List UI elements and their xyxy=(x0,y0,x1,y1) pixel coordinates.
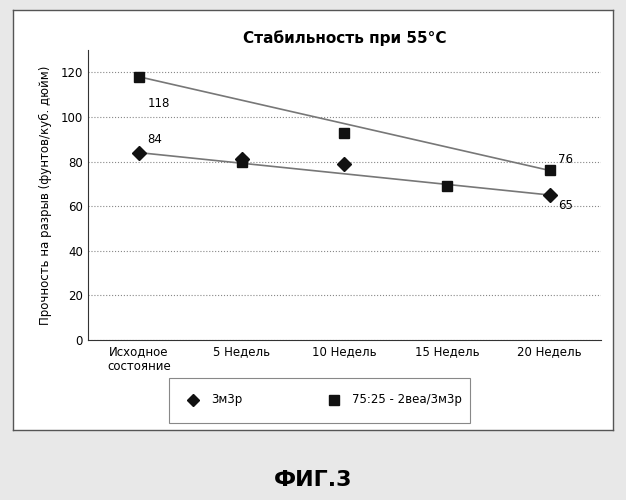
Text: 118: 118 xyxy=(147,97,170,110)
Text: 76: 76 xyxy=(558,153,573,166)
Y-axis label: Прочность на разрыв (фунтов/куб. дюйм): Прочность на разрыв (фунтов/куб. дюйм) xyxy=(39,66,52,324)
Text: 75:25 - 2веа/3м3р: 75:25 - 2веа/3м3р xyxy=(352,394,462,406)
Text: 84: 84 xyxy=(147,133,162,146)
Text: ФИГ.3: ФИГ.3 xyxy=(274,470,352,490)
Text: 65: 65 xyxy=(558,200,573,212)
FancyBboxPatch shape xyxy=(169,378,470,422)
Text: 3м3р: 3м3р xyxy=(211,394,242,406)
X-axis label: Промежутки времени: Промежутки времени xyxy=(267,381,421,394)
Text: Стабильность при 55°C: Стабильность при 55°C xyxy=(242,30,446,46)
